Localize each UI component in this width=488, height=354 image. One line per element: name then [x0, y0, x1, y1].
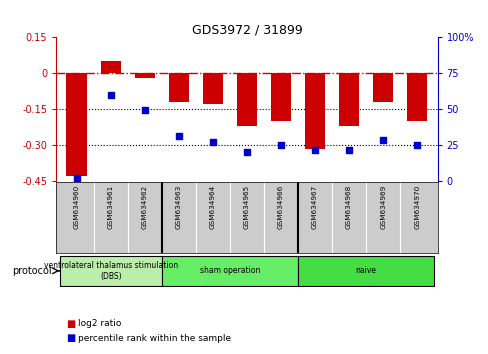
Point [345, 148, 352, 153]
Point [73, 175, 81, 181]
Text: GSM634966: GSM634966 [278, 184, 284, 229]
Point [379, 138, 386, 143]
Text: GSM634967: GSM634967 [311, 184, 317, 229]
Bar [304, 73, 325, 149]
Text: log2 ratio: log2 ratio [78, 319, 122, 329]
Bar [338, 73, 359, 126]
Bar [297, 256, 433, 286]
Bar [134, 73, 155, 78]
Text: ventrolateral thalamus stimulation
(DBS): ventrolateral thalamus stimulation (DBS) [43, 261, 178, 280]
Point [208, 139, 216, 145]
Bar [202, 73, 223, 104]
Point [175, 133, 183, 139]
Bar [236, 73, 257, 126]
Point [106, 92, 114, 97]
Point [243, 149, 250, 155]
Point [412, 142, 420, 148]
Point [277, 142, 285, 148]
Text: GSM634960: GSM634960 [74, 184, 80, 229]
Text: percentile rank within the sample: percentile rank within the sample [78, 333, 231, 343]
Point [141, 108, 148, 113]
Bar [168, 73, 189, 102]
Bar [66, 73, 87, 176]
Bar [372, 73, 392, 102]
Bar [162, 256, 297, 286]
Title: GDS3972 / 31899: GDS3972 / 31899 [191, 23, 302, 36]
Text: ■: ■ [66, 319, 75, 329]
Text: GSM634970: GSM634970 [413, 184, 419, 229]
Bar [406, 73, 427, 121]
Text: naive: naive [355, 266, 376, 275]
Text: protocol: protocol [12, 266, 51, 276]
Text: sham operation: sham operation [199, 266, 260, 275]
Text: GSM634969: GSM634969 [379, 184, 386, 229]
Point [310, 148, 318, 153]
Text: GSM634968: GSM634968 [346, 184, 351, 229]
Bar [101, 61, 121, 73]
Bar [270, 73, 291, 121]
Text: GSM634963: GSM634963 [176, 184, 182, 229]
Text: GSM634964: GSM634964 [209, 184, 215, 229]
Text: GSM634961: GSM634961 [107, 184, 114, 229]
Text: GSM634965: GSM634965 [244, 184, 249, 229]
Text: ■: ■ [66, 333, 75, 343]
Text: GSM634962: GSM634962 [142, 184, 147, 229]
Bar [60, 256, 162, 286]
